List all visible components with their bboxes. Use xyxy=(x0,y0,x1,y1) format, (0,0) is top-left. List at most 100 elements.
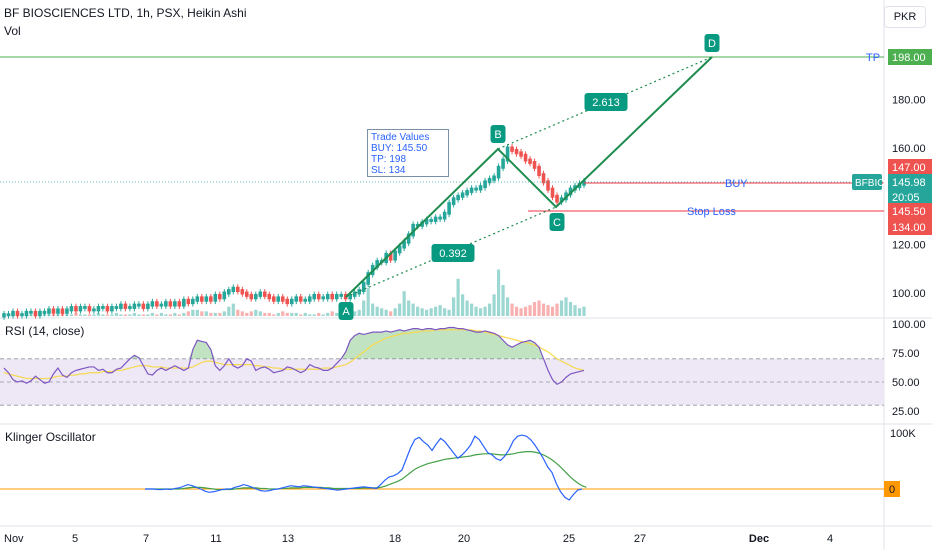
currency-button[interactable]: PKR xyxy=(884,6,926,28)
candle-body xyxy=(51,308,56,314)
candle-body xyxy=(424,219,429,225)
volume-bar xyxy=(227,306,231,316)
candle-body xyxy=(330,293,335,300)
volume-bar xyxy=(191,309,195,316)
volume-bar xyxy=(537,300,541,316)
candle-body xyxy=(366,272,370,285)
stop-loss-label: Stop Loss xyxy=(687,206,736,218)
volume-bar xyxy=(425,309,429,316)
candle-body xyxy=(469,187,474,193)
candle-body xyxy=(388,252,393,261)
rsi-axis-tick: 25.00 xyxy=(892,406,920,418)
candle-body xyxy=(501,158,505,169)
volume-bar xyxy=(254,309,258,316)
volume-bar xyxy=(281,311,285,316)
rsi-pane-label: RSI (14, close) xyxy=(5,324,85,338)
candle-body xyxy=(141,303,146,309)
volume-bar xyxy=(137,314,141,316)
volume-bar xyxy=(168,314,172,316)
candle-body xyxy=(119,303,123,309)
volume-bar xyxy=(321,314,325,316)
klinger-zero-badge-bg xyxy=(884,481,900,497)
candle-body xyxy=(406,233,411,244)
volume-bar xyxy=(105,314,110,316)
pattern-point-b: B xyxy=(494,129,501,141)
volume-bar xyxy=(294,312,298,316)
volume-bar xyxy=(209,312,213,316)
candle-body xyxy=(523,153,528,162)
candle-body xyxy=(74,306,78,312)
candle-body xyxy=(218,293,222,300)
volume-bar xyxy=(514,306,519,316)
candle-body xyxy=(164,301,168,307)
candle-body xyxy=(2,313,6,318)
volume-bar xyxy=(519,308,523,316)
candle-body xyxy=(334,293,339,300)
volume-bar xyxy=(546,305,550,316)
candle-body xyxy=(460,192,465,198)
volume-bar xyxy=(389,311,393,316)
candle-body xyxy=(231,286,236,293)
volume-bar xyxy=(240,311,244,316)
volume-bar xyxy=(510,303,514,316)
candle-body xyxy=(262,291,267,297)
volume-label: Vol xyxy=(4,24,21,38)
candle-body xyxy=(397,245,402,254)
ratio-ac-label: 0.392 xyxy=(439,248,467,260)
volume-bar xyxy=(568,302,573,316)
volume-bar xyxy=(132,312,136,316)
candle-body xyxy=(83,306,87,309)
time-axis-tick: 13 xyxy=(282,533,294,545)
volume-bar xyxy=(371,303,375,316)
volume-bar xyxy=(577,308,582,316)
candle-body xyxy=(222,291,227,300)
candle-body xyxy=(375,260,379,268)
candle-body xyxy=(514,148,519,155)
trade-box-tp: TP: 198 xyxy=(371,154,407,165)
volume-bar xyxy=(456,278,460,316)
candle-body xyxy=(361,281,366,293)
volume-bar xyxy=(474,306,478,316)
volume-bar xyxy=(559,300,564,316)
candle-body xyxy=(537,165,541,177)
candle-body xyxy=(182,298,186,307)
pattern-point-b-bg xyxy=(490,125,506,143)
volume-bar xyxy=(317,312,321,316)
candle-body xyxy=(555,194,559,203)
time-axis-tick: 20 xyxy=(458,533,470,545)
volume-bar xyxy=(447,309,451,316)
volume-bar xyxy=(173,312,177,316)
candle-body xyxy=(528,158,532,164)
volume-bar xyxy=(411,303,415,316)
volume-bar xyxy=(582,306,586,316)
volume-bar xyxy=(78,314,83,316)
candle-body xyxy=(298,296,303,302)
volume-bar xyxy=(74,312,78,316)
countdown-badge: 20:05 xyxy=(892,192,920,204)
tp-line-label: TP xyxy=(866,52,880,64)
last-price-badge: 145.98 xyxy=(892,177,926,189)
time-axis-tick: 25 xyxy=(563,533,575,545)
volume-bar xyxy=(123,314,127,316)
sl-price-badge-bg xyxy=(888,219,932,235)
volume-bar xyxy=(443,308,447,316)
candle-body xyxy=(6,313,11,317)
klinger-axis-tick: 100K xyxy=(890,428,916,440)
candle-body xyxy=(78,306,83,312)
candle-body xyxy=(60,308,65,314)
candle-body xyxy=(559,197,564,203)
candle-body xyxy=(69,306,74,312)
candle-body xyxy=(465,190,469,196)
volume-bar xyxy=(434,306,438,316)
volume-bar xyxy=(222,311,226,316)
volume-bar xyxy=(231,303,235,316)
volume-bar xyxy=(366,288,370,316)
volume-bar xyxy=(362,300,366,316)
candle-body xyxy=(267,293,272,300)
volume-bar xyxy=(326,312,330,316)
volume-bar xyxy=(398,303,402,316)
volume-bar xyxy=(487,303,492,316)
candle-body xyxy=(11,310,15,317)
candle-body xyxy=(280,296,285,302)
